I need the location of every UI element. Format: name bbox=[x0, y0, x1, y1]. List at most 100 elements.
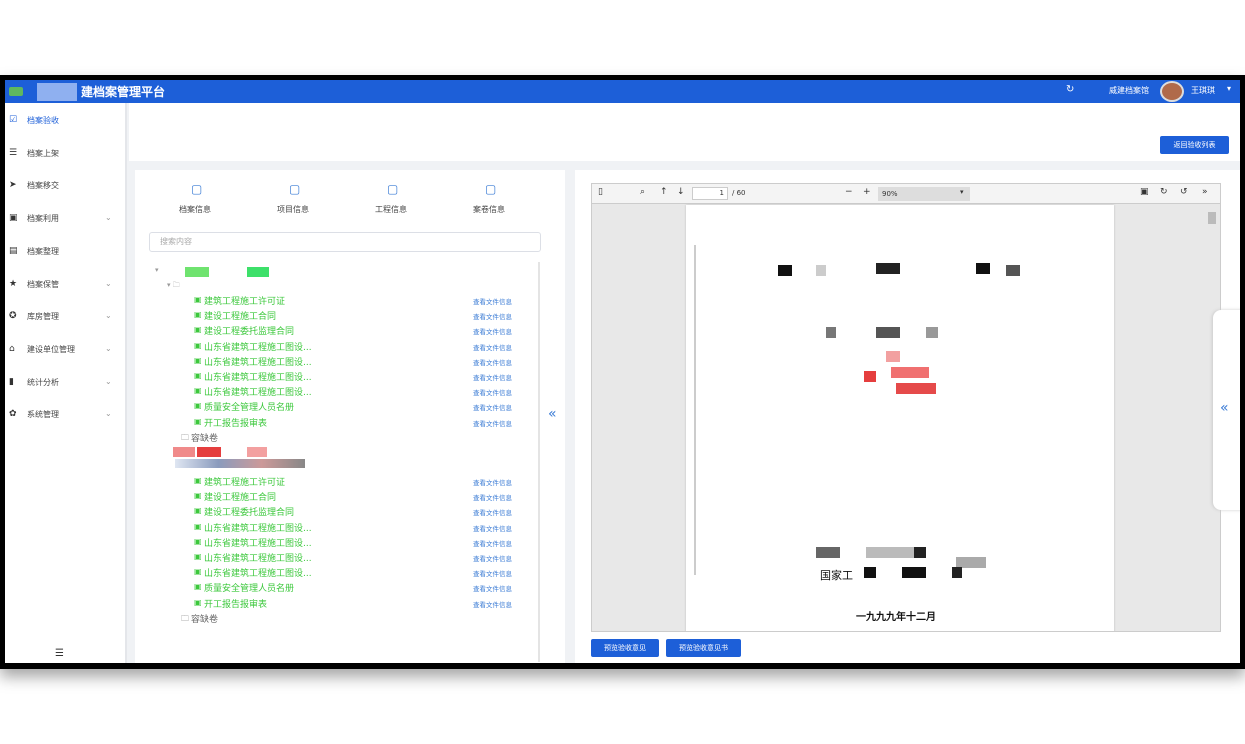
screen: 建档案管理平台 ↻ 威建档案馆 王琪琪 ▾ ☑ 档案验收 ☰ 档案上架 ➤ 档案移交 ▣ 档案利用 ⌄ ▤ 档… bbox=[5, 80, 1240, 663]
menu-item[interactable]: 系统管理 bbox=[27, 410, 59, 420]
redacted bbox=[891, 367, 929, 378]
file-icon: ▣ bbox=[194, 325, 202, 335]
tree-item[interactable]: 建设工程施工合同 bbox=[204, 312, 277, 323]
pdf-viewer: ▯ ⌕ ↑ ↓ − + ▣ ↻ ↺ » 1 / 60 90% ▾ 国家工 一九九九年十二月 bbox=[591, 183, 1221, 632]
toolbar-button[interactable]: ▣ bbox=[1140, 187, 1149, 197]
org-name: 威建档案馆 bbox=[1109, 86, 1149, 95]
menu-item[interactable]: 档案移交 bbox=[27, 181, 59, 191]
tree-item[interactable]: 开工报告报审表 bbox=[204, 599, 268, 610]
view-link[interactable]: 查看文件信息 bbox=[473, 313, 512, 322]
toolbar-button[interactable]: ↑ bbox=[660, 187, 668, 197]
menu-item[interactable]: 建设单位管理 bbox=[27, 344, 75, 354]
menu-item[interactable]: 库房管理 bbox=[27, 312, 59, 322]
collapse-arrow[interactable]: « bbox=[548, 406, 557, 422]
action-button[interactable]: 预览验收意见 bbox=[591, 639, 659, 657]
menu-item[interactable]: 档案利用 bbox=[27, 214, 59, 224]
view-link[interactable]: 查看文件信息 bbox=[473, 509, 512, 518]
view-link[interactable]: 查看文件信息 bbox=[473, 389, 512, 398]
action-button[interactable]: 预览验收意见书 bbox=[666, 639, 741, 657]
redacted bbox=[876, 263, 900, 274]
collapse-icon[interactable]: ☰ bbox=[55, 648, 64, 659]
tree-item[interactable]: 质量安全管理人员名册 bbox=[204, 584, 295, 595]
sidebar: ☑ 档案验收 ☰ 档案上架 ➤ 档案移交 ▣ 档案利用 ⌄ ▤ 档案整理 ★ 档案保管 ⌄ ✪ 库房管理 ⌄ ⌂ 建… bbox=[5, 103, 127, 663]
tree-item[interactable]: 山东省建筑工程施工图设... bbox=[204, 554, 312, 564]
page-input[interactable]: 1 bbox=[692, 187, 728, 200]
tree-item[interactable]: 山东省建筑工程施工图设... bbox=[204, 373, 312, 383]
view-link[interactable]: 查看文件信息 bbox=[473, 494, 512, 503]
toolbar-button[interactable]: ↺ bbox=[1180, 187, 1188, 197]
view-link[interactable]: 查看文件信息 bbox=[473, 585, 512, 594]
tree-folder[interactable]: 容缺卷 bbox=[191, 614, 219, 625]
toolbar-button[interactable]: − bbox=[845, 187, 853, 197]
redacted bbox=[247, 447, 267, 457]
zoom-select[interactable]: 90% bbox=[878, 187, 970, 201]
tab[interactable]: 工程信息 bbox=[375, 205, 407, 214]
view-link[interactable]: 查看文件信息 bbox=[473, 419, 512, 428]
view-link[interactable]: 查看文件信息 bbox=[473, 600, 512, 609]
view-link[interactable]: 查看文件信息 bbox=[473, 570, 512, 579]
redacted bbox=[952, 567, 962, 578]
toolbar-button[interactable]: + bbox=[863, 187, 871, 197]
screen-frame: 建档案管理平台 ↻ 威建档案馆 王琪琪 ▾ ☑ 档案验收 ☰ 档案上架 ➤ 档案移交 ▣ 档案利用 ⌄ ▤ 档… bbox=[0, 75, 1245, 669]
redacted bbox=[1006, 265, 1020, 276]
file-icon: ▣ bbox=[194, 295, 202, 304]
tree-item[interactable]: 山东省建筑工程施工图设... bbox=[204, 569, 312, 580]
redacted bbox=[864, 371, 876, 382]
back-button[interactable]: 返回验收列表 bbox=[1160, 136, 1229, 154]
search-input[interactable]: 搜索内容 bbox=[149, 232, 541, 252]
view-link[interactable]: 查看文件信息 bbox=[473, 298, 512, 306]
view-link[interactable]: 查看文件信息 bbox=[473, 479, 512, 487]
tree-item[interactable]: 建设工程委托监理合同 bbox=[204, 327, 295, 338]
menu-item[interactable]: 统计分析 bbox=[27, 377, 59, 387]
view-link[interactable]: 查看文件信息 bbox=[473, 328, 512, 337]
view-link[interactable]: 查看文件信息 bbox=[473, 374, 512, 382]
tree-item[interactable]: 山东省建筑工程施工图设... bbox=[204, 357, 312, 368]
tree-folder[interactable]: 容缺卷 bbox=[191, 433, 219, 444]
toolbar-button[interactable]: ⌕ bbox=[640, 187, 646, 197]
tree-item[interactable]: 建筑工程施工许可证 bbox=[204, 297, 286, 307]
tree-item[interactable]: 山东省建筑工程施工图设... bbox=[204, 538, 312, 549]
view-link[interactable]: 查看文件信息 bbox=[473, 358, 512, 367]
caret: ▾ bbox=[1227, 84, 1232, 93]
file-icon: ▣ bbox=[194, 491, 202, 501]
tree-item[interactable]: 质量安全管理人员名册 bbox=[204, 403, 295, 414]
tab[interactable]: 项目信息 bbox=[277, 205, 309, 214]
folder-icon: 🗀 bbox=[181, 432, 189, 442]
redacted bbox=[876, 327, 900, 338]
refresh-icon[interactable]: ↻ bbox=[1066, 84, 1075, 95]
tree-item[interactable]: 建设工程委托监理合同 bbox=[204, 508, 295, 519]
tree-item[interactable]: 建设工程施工合同 bbox=[204, 493, 277, 504]
view-link[interactable]: 查看文件信息 bbox=[473, 524, 512, 533]
redacted bbox=[866, 547, 916, 558]
redacted bbox=[896, 383, 936, 394]
menu-item[interactable]: 档案上架 bbox=[27, 148, 59, 158]
tree-item[interactable]: 山东省建筑工程施工图设... bbox=[204, 342, 312, 353]
tab[interactable]: 档案信息 bbox=[179, 205, 211, 214]
tree-item[interactable]: 开工报告报审表 bbox=[204, 418, 268, 429]
avatar[interactable] bbox=[1160, 81, 1184, 102]
menu-caret: ⌄ bbox=[105, 311, 112, 321]
menu-item[interactable]: 档案整理 bbox=[27, 246, 59, 256]
toolbar-button[interactable]: ↓ bbox=[677, 187, 685, 197]
view-link[interactable]: 查看文件信息 bbox=[473, 539, 512, 548]
view-link[interactable]: 查看文件信息 bbox=[473, 343, 512, 352]
redacted bbox=[175, 459, 305, 468]
menu-item[interactable]: 档案验收 bbox=[27, 116, 59, 125]
drawer-arrow[interactable]: « bbox=[1220, 400, 1229, 416]
toolbar-button[interactable]: » bbox=[1202, 187, 1208, 197]
side-drawer bbox=[1213, 310, 1240, 510]
tab-icon: ▢ bbox=[387, 182, 399, 196]
menu-item[interactable]: 档案保管 bbox=[27, 279, 59, 289]
user-name[interactable]: 王琪琪 bbox=[1191, 86, 1215, 95]
tree-item[interactable]: 建筑工程施工许可证 bbox=[204, 478, 286, 488]
toolbar-button[interactable]: ↻ bbox=[1160, 187, 1168, 197]
tab[interactable]: 案卷信息 bbox=[473, 205, 505, 214]
page-count: / 60 bbox=[732, 189, 746, 197]
view-link[interactable]: 查看文件信息 bbox=[473, 555, 512, 563]
page-edge bbox=[694, 245, 696, 575]
tree-item[interactable]: 山东省建筑工程施工图设... bbox=[204, 523, 312, 534]
view-link[interactable]: 查看文件信息 bbox=[473, 404, 512, 413]
toolbar-button[interactable]: ▯ bbox=[598, 187, 603, 197]
tree-item[interactable]: 山东省建筑工程施工图设... bbox=[204, 388, 312, 399]
